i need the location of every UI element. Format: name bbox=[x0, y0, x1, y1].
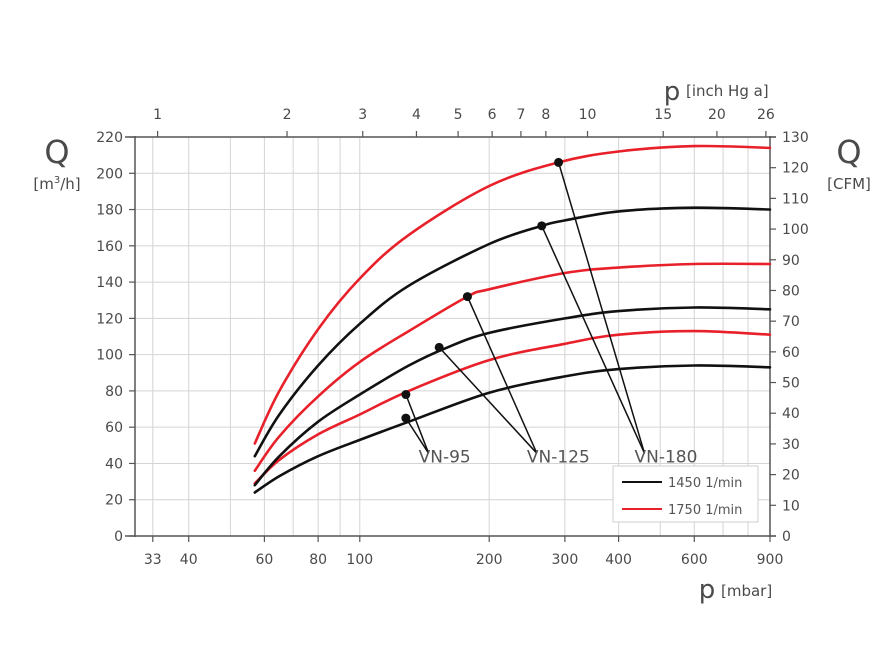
y-axis-unit: [m3/h] bbox=[33, 175, 80, 193]
y-tick-label: 200 bbox=[96, 166, 123, 182]
x2-tick-label: 1 bbox=[153, 107, 162, 123]
y2-axis-unit: [CFM] bbox=[827, 175, 871, 193]
y2-tick-label: 40 bbox=[782, 406, 800, 422]
callout-line bbox=[405, 417, 430, 454]
x2-tick-label: 5 bbox=[454, 107, 463, 123]
x2-tick-label: 26 bbox=[757, 107, 775, 123]
x2-tick-label: 3 bbox=[358, 107, 367, 123]
legend-label-1450: 1450 1/min bbox=[668, 476, 742, 491]
rated-point bbox=[401, 390, 411, 400]
y2-tick-label: 0 bbox=[782, 529, 791, 545]
callout-line bbox=[541, 225, 646, 454]
series-vn-125-1450-line bbox=[253, 306, 772, 487]
x2-tick-label: 6 bbox=[488, 107, 497, 123]
x2-tick-label: 15 bbox=[654, 107, 672, 123]
rated-point bbox=[462, 292, 472, 302]
y2-axis-symbol: Q bbox=[836, 133, 861, 171]
y2-tick-label: 130 bbox=[782, 130, 809, 146]
y2-tick-label: 70 bbox=[782, 314, 800, 330]
y2-tick-label: 120 bbox=[782, 161, 809, 177]
callout-line bbox=[466, 296, 538, 454]
model-label: VN-125 bbox=[527, 447, 590, 467]
callout-lines bbox=[405, 162, 646, 454]
model-label: VN-180 bbox=[635, 447, 698, 467]
series-lines bbox=[253, 144, 772, 494]
rated-point bbox=[537, 221, 547, 231]
y-axis-symbol: Q bbox=[44, 133, 69, 171]
y2-tick-label: 100 bbox=[782, 222, 809, 238]
y-tick-label: 100 bbox=[96, 348, 123, 364]
legend-box bbox=[612, 465, 759, 523]
y2-tick-label: 20 bbox=[782, 468, 800, 484]
series-vn-180-1450-line bbox=[253, 206, 772, 458]
x2-tick-label: 7 bbox=[516, 107, 525, 123]
x-tick-label: 400 bbox=[605, 552, 632, 568]
series-vn-180-1750-line bbox=[253, 144, 772, 445]
y2-tick-label: 80 bbox=[782, 283, 800, 299]
x2-tick-label: 8 bbox=[541, 107, 550, 123]
y-tick-label: 140 bbox=[96, 275, 123, 291]
x-tick-label: 900 bbox=[757, 552, 784, 568]
y-tick-label: 0 bbox=[114, 529, 123, 545]
rated-point bbox=[554, 157, 564, 167]
y-tick-label: 180 bbox=[96, 203, 123, 219]
model-label: VN-95 bbox=[419, 447, 471, 467]
rated-points bbox=[401, 157, 564, 423]
x-axis-symbol: p bbox=[699, 575, 716, 605]
x2-tick-label: 20 bbox=[708, 107, 726, 123]
x-axis-unit: [mbar] bbox=[721, 582, 772, 600]
rated-point bbox=[434, 342, 444, 352]
rated-point bbox=[401, 413, 411, 423]
y-tick-label: 220 bbox=[96, 130, 123, 146]
series-vn-95-1450-line bbox=[253, 364, 772, 494]
x-tick-label: 600 bbox=[681, 552, 708, 568]
y2-tick-label: 50 bbox=[782, 376, 800, 392]
legend: 1450 1/min 1750 1/min bbox=[612, 465, 759, 523]
y-tick-label: 120 bbox=[96, 311, 123, 327]
x2-tick-label: 10 bbox=[579, 107, 597, 123]
x-tick-label: 100 bbox=[346, 552, 373, 568]
y2-tick-label: 60 bbox=[782, 345, 800, 361]
y-tick-label: 60 bbox=[105, 420, 123, 436]
series-vn-125-1750-line bbox=[253, 262, 772, 472]
y2-tick-label: 30 bbox=[782, 437, 800, 453]
x2-tick-label: 2 bbox=[283, 107, 292, 123]
x-tick-label: 80 bbox=[309, 552, 327, 568]
x-tick-label: 200 bbox=[476, 552, 503, 568]
x-tick-label: 40 bbox=[180, 552, 198, 568]
y-tick-label: 160 bbox=[96, 239, 123, 255]
x2-axis-symbol: p bbox=[664, 77, 681, 107]
x-tick-label: 33 bbox=[144, 552, 162, 568]
y-tick-label: 80 bbox=[105, 384, 123, 400]
model-labels: VN-95 VN-125 VN-180 bbox=[419, 447, 698, 467]
x-tick-label: 300 bbox=[552, 552, 579, 568]
x2-tick-label: 4 bbox=[412, 107, 421, 123]
y-tick-label: 20 bbox=[105, 493, 123, 509]
callout-line bbox=[405, 394, 430, 454]
y-tick-label: 40 bbox=[105, 456, 123, 472]
x2-axis-unit: [inch Hg a] bbox=[686, 82, 769, 100]
x-tick-label: 60 bbox=[255, 552, 273, 568]
legend-label-1750: 1750 1/min bbox=[668, 503, 742, 518]
y2-tick-label: 110 bbox=[782, 191, 809, 207]
callout-line bbox=[438, 346, 538, 454]
callout-line bbox=[557, 162, 646, 454]
y2-tick-label: 90 bbox=[782, 253, 800, 269]
y2-tick-label: 10 bbox=[782, 498, 800, 514]
axes: 0204060801001201401601802002200102030405… bbox=[96, 107, 808, 568]
